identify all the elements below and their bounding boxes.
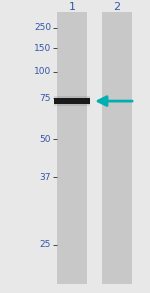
Text: 100: 100 xyxy=(34,67,51,76)
Text: 2: 2 xyxy=(113,2,121,12)
Text: 1: 1 xyxy=(69,2,75,12)
Text: 50: 50 xyxy=(39,135,51,144)
Bar xyxy=(54,98,90,104)
Text: 150: 150 xyxy=(34,44,51,53)
Text: 25: 25 xyxy=(40,240,51,249)
Bar xyxy=(57,12,87,284)
Text: 250: 250 xyxy=(34,23,51,32)
Bar xyxy=(102,12,132,284)
Text: 37: 37 xyxy=(39,173,51,182)
Bar xyxy=(54,96,90,106)
Text: 75: 75 xyxy=(39,94,51,103)
